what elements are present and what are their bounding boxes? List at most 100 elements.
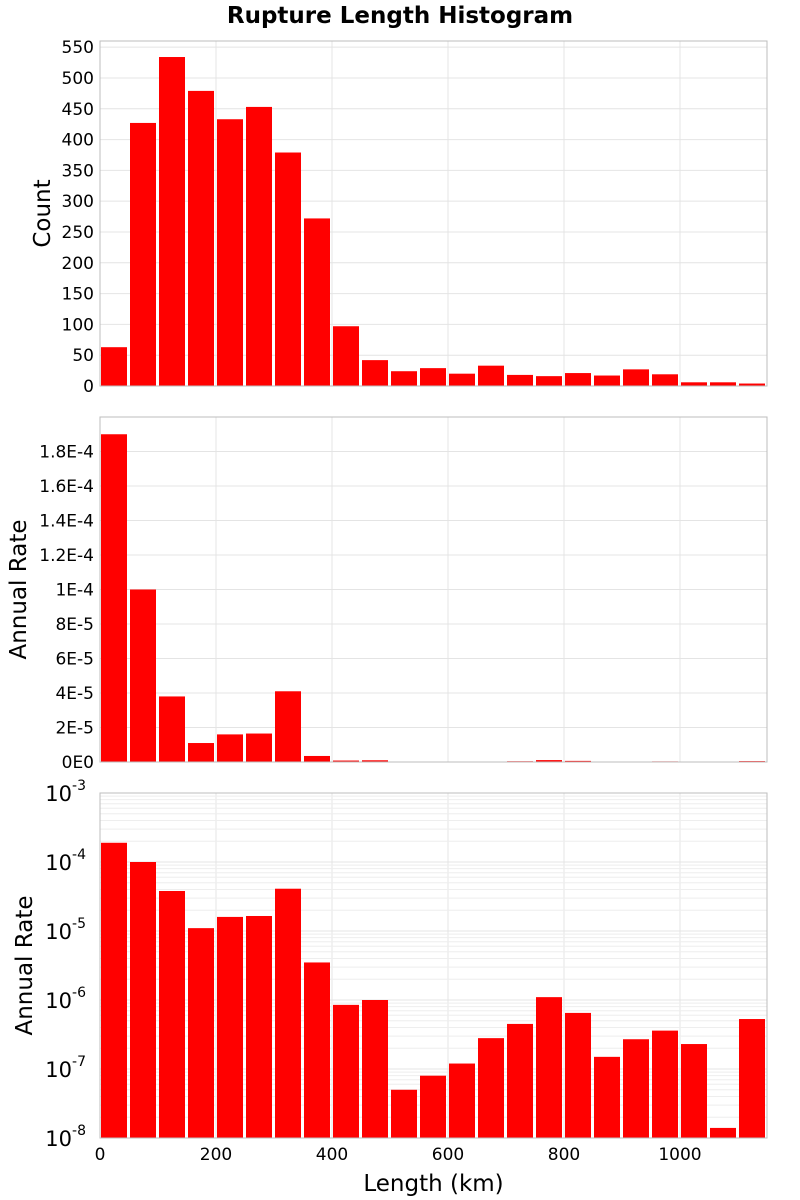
y-axis-label: Annual Rate <box>6 520 32 660</box>
histogram-bar <box>739 1019 765 1138</box>
x-tick-label: 400 <box>316 1145 348 1165</box>
plot-frame <box>99 40 768 387</box>
y-tick-label: 10-4 <box>45 847 86 875</box>
histogram-bar <box>246 106 272 386</box>
histogram-bar <box>304 755 330 762</box>
histogram-bar <box>739 383 765 386</box>
y-tick-label: 450 <box>62 100 94 120</box>
y-tick-label: 4E-5 <box>55 684 94 704</box>
histogram-bar <box>478 365 504 386</box>
histogram-bar <box>275 691 301 762</box>
histogram-bar <box>159 696 185 762</box>
histogram-bar <box>217 916 243 1138</box>
histogram-bar <box>130 122 156 386</box>
histogram-bar <box>478 1038 504 1138</box>
histogram-bar <box>275 152 301 386</box>
histogram-bar <box>130 589 156 762</box>
histogram-bar <box>652 374 678 386</box>
y-tick-label: 250 <box>62 223 94 243</box>
y-tick-label: 300 <box>62 192 94 212</box>
histogram-bar <box>536 376 562 386</box>
y-tick-label: 1.4E-4 <box>39 512 94 532</box>
histogram-bar <box>159 57 185 387</box>
histogram-bar <box>246 733 272 762</box>
y-tick-label: 0 <box>83 377 94 397</box>
histogram-bar <box>710 1127 736 1138</box>
plot-frame <box>99 792 768 1139</box>
histogram-bar <box>188 743 214 762</box>
histogram-bar <box>652 1030 678 1138</box>
histogram-bar <box>449 373 475 386</box>
histogram-bar <box>391 371 417 386</box>
histogram-bar <box>710 382 736 386</box>
y-axis-label: Annual Rate <box>12 896 38 1036</box>
y-tick-label: 0E0 <box>62 753 94 773</box>
y-tick-label: 1.6E-4 <box>39 477 94 497</box>
histogram-bar <box>362 1000 388 1138</box>
y-tick-label: 550 <box>62 38 94 58</box>
y-tick-label: 10-6 <box>45 985 86 1013</box>
histogram-bar <box>565 760 591 762</box>
histogram-bar <box>681 382 707 386</box>
histogram-bar <box>362 760 388 762</box>
y-tick-label: 400 <box>62 131 94 151</box>
x-tick-label: 1000 <box>658 1145 701 1165</box>
y-tick-label: 10-8 <box>45 1123 86 1151</box>
histogram-bar <box>449 1063 475 1138</box>
y-tick-label: 6E-5 <box>55 650 94 670</box>
histogram-bar <box>304 962 330 1138</box>
x-tick-label: 200 <box>200 1145 232 1165</box>
histogram-bar <box>507 374 533 386</box>
histogram-bar <box>333 326 359 386</box>
histogram-bar <box>507 1023 533 1138</box>
histogram-bar <box>681 1044 707 1138</box>
plot-frame <box>99 416 768 763</box>
y-axis-label: Count <box>30 179 56 247</box>
histogram-bar <box>275 888 301 1138</box>
histogram-bar <box>565 1012 591 1138</box>
x-tick-label: 0 <box>95 1145 106 1165</box>
y-tick-label: 2E-5 <box>55 719 94 739</box>
rate-log-histogram-panel: 10-8 10-7 10-6 10-5 10-4 10-3 Annual Rate 0 200 4… <box>12 778 768 1197</box>
histogram-bar <box>623 1039 649 1138</box>
histogram-bar <box>420 1075 446 1138</box>
histogram-bar <box>188 928 214 1138</box>
histogram-bar <box>217 119 243 386</box>
histogram-bar <box>594 1056 620 1138</box>
histogram-bar <box>623 369 649 386</box>
histogram-bar <box>217 734 243 762</box>
histogram-bar <box>391 1089 417 1138</box>
histogram-bar <box>101 434 127 762</box>
histogram-bar <box>333 1004 359 1138</box>
histogram-bar <box>333 760 359 762</box>
histogram-bar <box>246 915 272 1138</box>
y-tick-label: 150 <box>62 285 94 305</box>
count-histogram-panel: 0 50 100 150 200 250 300 350 400 450 500 550 Count <box>30 38 768 397</box>
y-tick-label: 1.2E-4 <box>39 546 94 566</box>
y-tick-label: 10-5 <box>45 916 86 944</box>
x-axis-label: Length (km) <box>363 1171 503 1197</box>
histogram-bar <box>536 997 562 1138</box>
y-tick-label: 100 <box>62 315 94 335</box>
histogram-bar <box>420 368 446 386</box>
histogram-bar <box>304 218 330 386</box>
x-tick-label: 600 <box>432 1145 464 1165</box>
histogram-bar <box>594 375 620 386</box>
histogram-bar <box>130 862 156 1138</box>
histogram-bar <box>565 373 591 386</box>
histogram-bar <box>159 890 185 1138</box>
y-tick-label: 350 <box>62 161 94 181</box>
y-tick-label: 10-7 <box>45 1054 86 1082</box>
y-tick-label: 500 <box>62 69 94 89</box>
y-tick-label: 1E-4 <box>55 581 94 601</box>
y-tick-label: 50 <box>72 346 94 366</box>
rate-linear-histogram-panel: 0E0 2E-5 4E-5 6E-5 8E-5 1E-4 1.2E-4 1.4E-4 1.6E-… <box>6 416 768 773</box>
y-tick-label: 8E-5 <box>55 615 94 635</box>
histogram-bar <box>101 842 127 1138</box>
histogram-bar <box>536 760 562 762</box>
y-tick-label: 1.8E-4 <box>39 443 94 463</box>
y-tick-label: 200 <box>62 254 94 274</box>
histogram-bar <box>101 347 127 386</box>
histogram-bar <box>188 90 214 386</box>
